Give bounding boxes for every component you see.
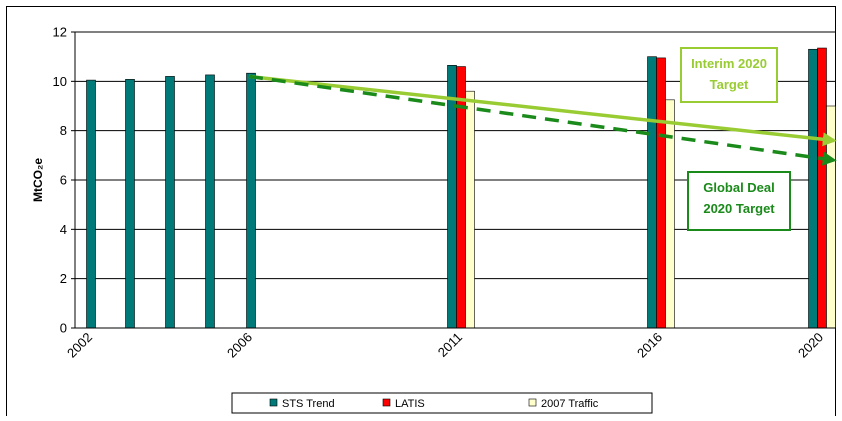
legend-label: 2007 Traffic xyxy=(541,398,599,410)
x-tick-label: 2006 xyxy=(224,330,255,361)
y-axis-label: MtCO₂e xyxy=(31,158,45,202)
x-tick-labels: 2002 2006 2011 2016 2020 xyxy=(64,330,826,361)
annotation-text: Interim 2020 xyxy=(691,56,767,71)
bar-sts-trend-2016 xyxy=(647,56,657,329)
annotation-box xyxy=(680,47,778,103)
bars xyxy=(86,47,836,329)
annotation-text: 2020 Target xyxy=(703,201,775,216)
bar-sts-trend-2005 xyxy=(205,74,215,329)
y-tick-label: 10 xyxy=(53,74,67,89)
legend-swatch-2007-traffic xyxy=(528,398,537,407)
legend-label: LATIS xyxy=(395,398,425,410)
interim-target-box: Interim 2020 Target xyxy=(680,47,778,103)
y-tick-label: 2 xyxy=(60,271,67,286)
bar-latis-2020 xyxy=(817,47,827,329)
bar-sts-trend-2002 xyxy=(86,79,96,329)
x-tick-label: 2011 xyxy=(435,330,465,360)
y-tick-label: 4 xyxy=(60,222,67,237)
x-tick-label: 2016 xyxy=(634,330,665,361)
legend: STS Trend LATIS 2007 Traffic xyxy=(231,392,653,414)
x-tick-label: 2020 xyxy=(795,330,826,361)
global-deal-target-box: Global Deal 2020 Target xyxy=(687,171,791,231)
bar-sts-trend-2020 xyxy=(808,48,818,329)
bar-sts-trend-2003 xyxy=(125,79,135,329)
legend-label: STS Trend xyxy=(282,398,335,410)
legend-box xyxy=(231,392,653,414)
legend-swatch-latis xyxy=(382,398,391,407)
annotation-box xyxy=(687,171,791,231)
annotation-text: Target xyxy=(710,77,749,92)
y-tick-label: 12 xyxy=(53,25,67,40)
bar-latis-2016 xyxy=(656,57,666,329)
trend-line-solid xyxy=(248,74,837,147)
bar-2007-traffic-2016 xyxy=(665,99,675,329)
bar-2007-traffic-2011 xyxy=(465,90,475,329)
y-tick-label: 8 xyxy=(60,123,67,138)
legend-swatch-sts-trend xyxy=(269,398,278,407)
bar-sts-trend-2004 xyxy=(165,76,175,329)
y-tick-label: 6 xyxy=(60,173,67,188)
trend-line-dashed xyxy=(248,74,837,166)
annotation-text: Global Deal xyxy=(703,180,775,195)
trend-lines xyxy=(248,74,837,166)
y-tick-labels: 0 2 4 6 8 10 12 xyxy=(53,25,75,336)
bar-sts-trend-2006 xyxy=(246,72,256,329)
x-tick-label: 2002 xyxy=(64,330,95,361)
y-tick-label: 0 xyxy=(60,321,67,336)
annotations: Interim 2020 Target Global Deal 2020 Target xyxy=(680,47,791,231)
